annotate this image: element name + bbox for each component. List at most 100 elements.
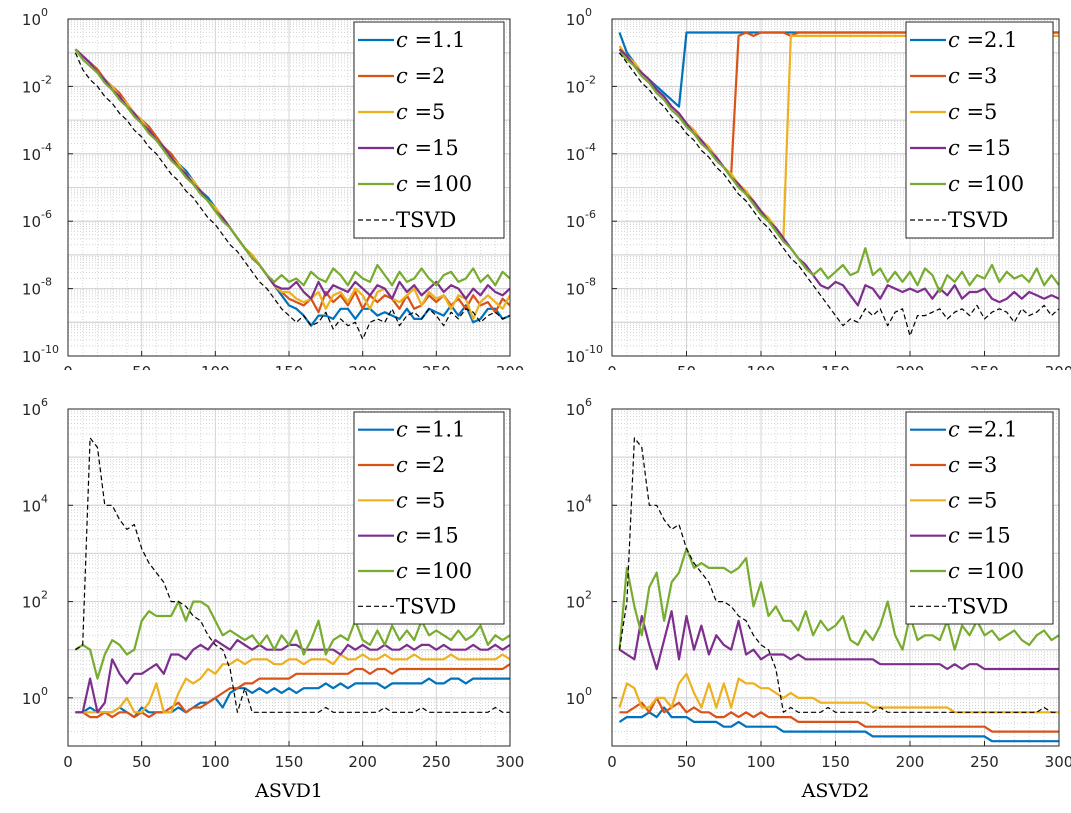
legend-entry-label: c =5 (396, 100, 445, 124)
legend-entry-label: c =15 (396, 136, 459, 160)
y-tick-exponent: 2 (585, 589, 592, 602)
y-tick-exponent: -4 (41, 141, 52, 154)
legend-value: =100 (408, 559, 472, 583)
legend-variable: c (396, 524, 408, 548)
y-tick-base: 10 (22, 348, 41, 366)
legend-value: =2.1 (960, 28, 1018, 52)
y-tick-exponent: -4 (585, 141, 596, 154)
legend-entry-label: c =3 (948, 453, 997, 477)
legend-entry-label: TSVD (948, 594, 1008, 618)
legend-box (905, 21, 1054, 239)
legend-entry-label: c =2.1 (948, 418, 1017, 442)
y-tick-label: 10 (22, 146, 41, 164)
y-tick-exponent: -10 (585, 343, 603, 356)
legend-box (905, 411, 1054, 625)
y-tick-label: 10 (566, 348, 585, 366)
series-line-5 (74, 48, 510, 287)
y-tick-label: 10 (566, 401, 585, 419)
x-tick-label: 50 (677, 753, 696, 771)
y-tick-base: 10 (22, 594, 41, 612)
legend-value: =2 (408, 453, 446, 477)
legend-variable: c (948, 136, 960, 160)
x-tick-label: 100 (201, 753, 230, 771)
y-tick-exponent: 0 (585, 685, 592, 698)
legend-value: =2 (408, 64, 446, 88)
legend-value: =5 (960, 488, 998, 512)
legend-value: =3 (960, 64, 998, 88)
y-tick-label: 10 (22, 78, 41, 96)
legend-entry-label: c =5 (948, 100, 997, 124)
series-line-5 (618, 51, 1059, 294)
y-tick-label: 10 (22, 401, 41, 419)
y-tick-label: 10 (566, 497, 585, 515)
series-line-2 (74, 48, 510, 314)
y-tick-exponent: -8 (585, 276, 596, 289)
legend-entry-label: c =1.1 (396, 418, 465, 442)
x-tick-label: 250 (970, 753, 999, 771)
series-group (74, 437, 510, 719)
y-tick-base: 10 (566, 11, 585, 29)
y-tick-base: 10 (22, 690, 41, 708)
legend-variable: c (948, 559, 960, 583)
series-line-2 (75, 663, 510, 719)
y-tick-base: 10 (22, 213, 41, 231)
legend-value: =15 (960, 524, 1011, 548)
y-tick-base: 10 (22, 11, 41, 29)
series-line-tsvd (74, 52, 510, 340)
series-line-tsvd (619, 52, 1059, 337)
y-tick-exponent: -6 (41, 208, 52, 221)
legend-variable: c (396, 488, 408, 512)
y-tick-base: 10 (22, 146, 41, 164)
y-tick-base: 10 (566, 146, 585, 164)
y-tick-base: 10 (566, 401, 585, 419)
y-tick-base: 10 (566, 690, 585, 708)
x-tick-label: 0 (63, 753, 73, 771)
x-tick-label: 300 (1045, 753, 1071, 771)
y-tick-exponent: 2 (41, 589, 48, 602)
y-tick-exponent: 4 (41, 492, 48, 505)
legend-entry-label: c =15 (396, 524, 459, 548)
legend-value: =15 (408, 136, 459, 160)
legend-variable: c (948, 172, 960, 196)
legend-variable: c (396, 172, 408, 196)
x-tick-label: 300 (496, 753, 525, 771)
legend-value: =100 (960, 559, 1024, 583)
y-tick-label: 10 (22, 11, 41, 29)
legend-value: =15 (408, 524, 459, 548)
x-tick-label: 100 (747, 753, 776, 771)
x-axis-label: ASVD2 (801, 780, 870, 802)
legend-variable: c (948, 64, 960, 88)
legend-entry-label: c =1.1 (396, 28, 465, 52)
legend-entry-label: c =5 (948, 488, 997, 512)
series-line-5 (618, 547, 1059, 651)
y-tick-exponent: 0 (585, 6, 592, 19)
legend-value: TSVD (396, 594, 456, 618)
y-tick-exponent: -10 (41, 343, 59, 356)
legend-variable: c (948, 488, 960, 512)
y-tick-exponent: -2 (585, 73, 596, 86)
y-tick-label: 10 (566, 11, 585, 29)
legend-entry-label: TSVD (396, 208, 456, 232)
legend-value: =5 (408, 488, 446, 512)
y-tick-base: 10 (566, 497, 585, 515)
legend-value: =1.1 (408, 418, 466, 442)
y-tick-base: 10 (566, 594, 585, 612)
legend-entry-label: c =15 (948, 136, 1011, 160)
legend-variable: c (396, 64, 408, 88)
y-tick-exponent: 6 (585, 396, 592, 409)
y-tick-label: 10 (566, 78, 585, 96)
y-tick-label: 10 (566, 213, 585, 231)
chart-panel-2: 05010015020025030010010-210-410-610-810-… (566, 6, 1071, 381)
legend-entry-label: c =3 (948, 64, 997, 88)
legend-entry-label: c =100 (396, 559, 472, 583)
legend-variable: c (396, 559, 408, 583)
y-tick-base: 10 (22, 281, 41, 299)
legend-entry-label: TSVD (948, 208, 1008, 232)
legend-variable: c (396, 28, 408, 52)
series-line-3 (75, 653, 510, 714)
y-tick-label: 10 (22, 594, 41, 612)
